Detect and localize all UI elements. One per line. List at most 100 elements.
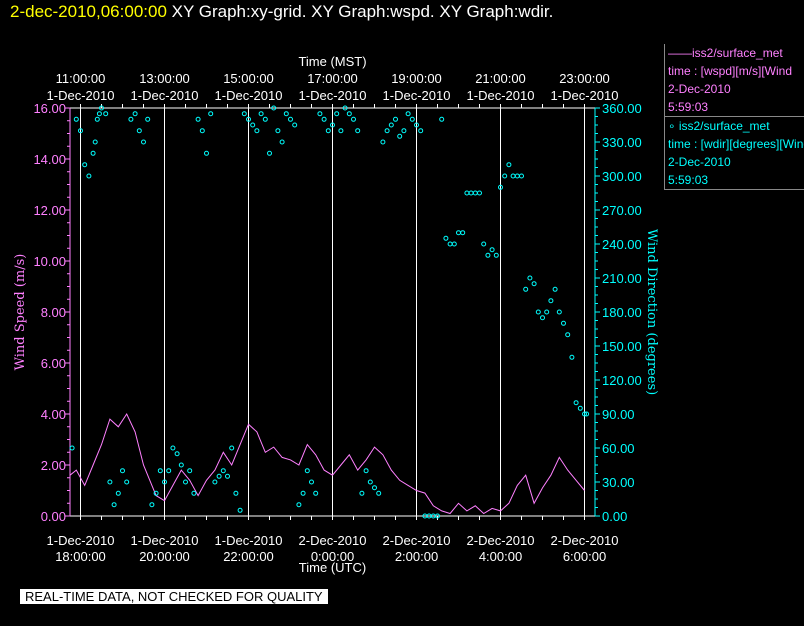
series-wdir-point — [183, 479, 188, 485]
series-wdir-point — [136, 128, 142, 134]
series-wdir-point — [92, 139, 98, 145]
series-wdir-point — [288, 116, 293, 122]
series-wdir-point — [531, 281, 537, 287]
legend-date: 2-Dec-2010 — [668, 155, 731, 169]
series-wdir-point — [418, 128, 424, 134]
series-wdir-point — [401, 128, 407, 134]
legend-time: 5:59:03 — [668, 100, 709, 114]
series-wdir-point — [132, 111, 138, 117]
x-bottom-axis-label: Time (UTC) — [299, 560, 366, 575]
series-wdir-point — [569, 354, 575, 360]
x-bottom-tick-date: 2-Dec-2010 — [467, 533, 535, 548]
y-left-tick-label: 8.00 — [41, 305, 66, 320]
y-right-tick-label: 150.00 — [602, 339, 642, 354]
series-wdir-point — [447, 241, 453, 247]
y-right-tick-label: 270.00 — [602, 203, 642, 218]
series-wdir-point — [405, 111, 411, 117]
header-graphs: XY Graph:xy-grid. XY Graph:wspd. XY Grap… — [171, 2, 554, 21]
series-wdir-point — [502, 173, 508, 179]
series-wdir-point — [527, 275, 533, 281]
series-wdir-point — [384, 128, 390, 134]
series-wdir-point — [355, 128, 361, 134]
x-top-tick-date: 1-Dec-2010 — [299, 88, 367, 103]
series-wdir-point — [233, 490, 239, 496]
x-bottom-tick-time: 0:00:00 — [311, 549, 354, 564]
series-wdir-point — [544, 309, 550, 315]
series-wdir-point — [582, 411, 587, 417]
y-left-tick-label: 0.00 — [41, 509, 66, 524]
y-right-tick-label: 300.00 — [602, 169, 642, 184]
series-wdir-point — [523, 286, 529, 292]
series-wdir-point — [313, 490, 319, 496]
x-bottom-tick-date: 1-Dec-2010 — [47, 533, 115, 548]
x-top-tick-time: 21:00:00 — [475, 71, 526, 86]
series-wdir-point — [296, 502, 302, 508]
series-wdir-point — [376, 490, 382, 496]
legend-entry-wdir: ∘ iss2/surface_met time : [wdir][degrees… — [664, 117, 804, 190]
quality-disclaimer: REAL-TIME DATA, NOT CHECKED FOR QUALITY — [20, 589, 328, 604]
series-wdir-point — [514, 173, 520, 179]
series-wdir-point — [359, 490, 365, 496]
legend: ——iss2/surface_met time : [wspd][m/s][Wi… — [664, 44, 804, 190]
series-wdir-point — [372, 485, 377, 491]
y-left-tick-label: 4.00 — [41, 407, 66, 422]
series-wdir-point — [115, 490, 121, 496]
x-top-tick-time: 17:00:00 — [307, 71, 358, 86]
series-wdir-point — [519, 173, 524, 179]
legend-entry-wspd: ——iss2/surface_met time : [wspd][m/s][Wi… — [664, 44, 804, 117]
series-wdir-point — [309, 479, 314, 485]
series-wdir-point — [472, 190, 478, 196]
series-wdir-point — [330, 122, 335, 128]
series-wdir-point — [262, 116, 268, 122]
x-bottom-tick-time: 6:00:00 — [563, 549, 606, 564]
series-wspd-line — [69, 412, 585, 515]
series-wdir-point — [69, 445, 75, 451]
series-wdir-point — [208, 111, 214, 117]
series-wdir-point — [342, 105, 348, 111]
series-wdir-point — [241, 111, 247, 117]
x-bottom-tick-time: 20:00:00 — [139, 549, 190, 564]
y-left-axis-label: Wind Speed (m/s) — [13, 254, 28, 371]
series-wdir-point — [510, 173, 516, 179]
y-right-tick-label: 240.00 — [602, 237, 642, 252]
x-bottom-tick-time: 18:00:00 — [55, 549, 106, 564]
series-wdir-point — [237, 507, 243, 513]
series-wdir-point — [460, 230, 466, 236]
x-bottom-tick-date: 2-Dec-2010 — [383, 533, 451, 548]
series-wdir-point — [153, 490, 159, 496]
series-wdir-point — [157, 468, 163, 474]
y-right-tick-label: 210.00 — [602, 271, 642, 286]
legend-time: 5:59:03 — [668, 173, 709, 187]
x-top-tick-time: 11:00:00 — [56, 71, 106, 86]
series-wdir-point — [220, 468, 226, 474]
legend-date: 2-Dec-2010 — [668, 82, 731, 96]
y-left-tick-label: 10.00 — [33, 254, 66, 269]
series-wdir-point — [174, 451, 180, 457]
series-wdir-point — [187, 468, 193, 474]
x-top-tick-date: 1-Dec-2010 — [467, 88, 535, 103]
series-wdir-point — [338, 128, 344, 134]
series-wdir-point — [128, 116, 134, 122]
y-left-tick-label: 14.00 — [33, 152, 66, 167]
series-wdir-point — [170, 445, 176, 451]
x-top-tick-time: 23:00:00 — [559, 71, 610, 86]
series-wdir-point — [367, 479, 373, 485]
y-left-tick-label: 2.00 — [41, 458, 66, 473]
series-wdir-point — [141, 139, 146, 145]
x-top-tick-date: 1-Dec-2010 — [383, 88, 451, 103]
header-title: 2-dec-2010,06:00:00 XY Graph:xy-grid. XY… — [10, 2, 553, 22]
series-wdir-point — [96, 111, 102, 117]
series-wdir-point — [540, 315, 545, 321]
y-right-tick-label: 90.00 — [602, 407, 635, 422]
y-left-tick-label: 16.00 — [33, 101, 66, 116]
x-top-tick-date: 1-Dec-2010 — [551, 88, 619, 103]
series-wdir-point — [246, 116, 251, 122]
x-top-tick-date: 1-Dec-2010 — [47, 88, 115, 103]
series-wdir-point — [334, 111, 340, 117]
series-wdir-point — [468, 190, 474, 196]
series-wdir-point — [178, 462, 184, 468]
series-wdir-point — [443, 235, 449, 241]
y-right-tick-label: 30.00 — [602, 475, 635, 490]
y-right-tick-label: 60.00 — [602, 441, 635, 456]
